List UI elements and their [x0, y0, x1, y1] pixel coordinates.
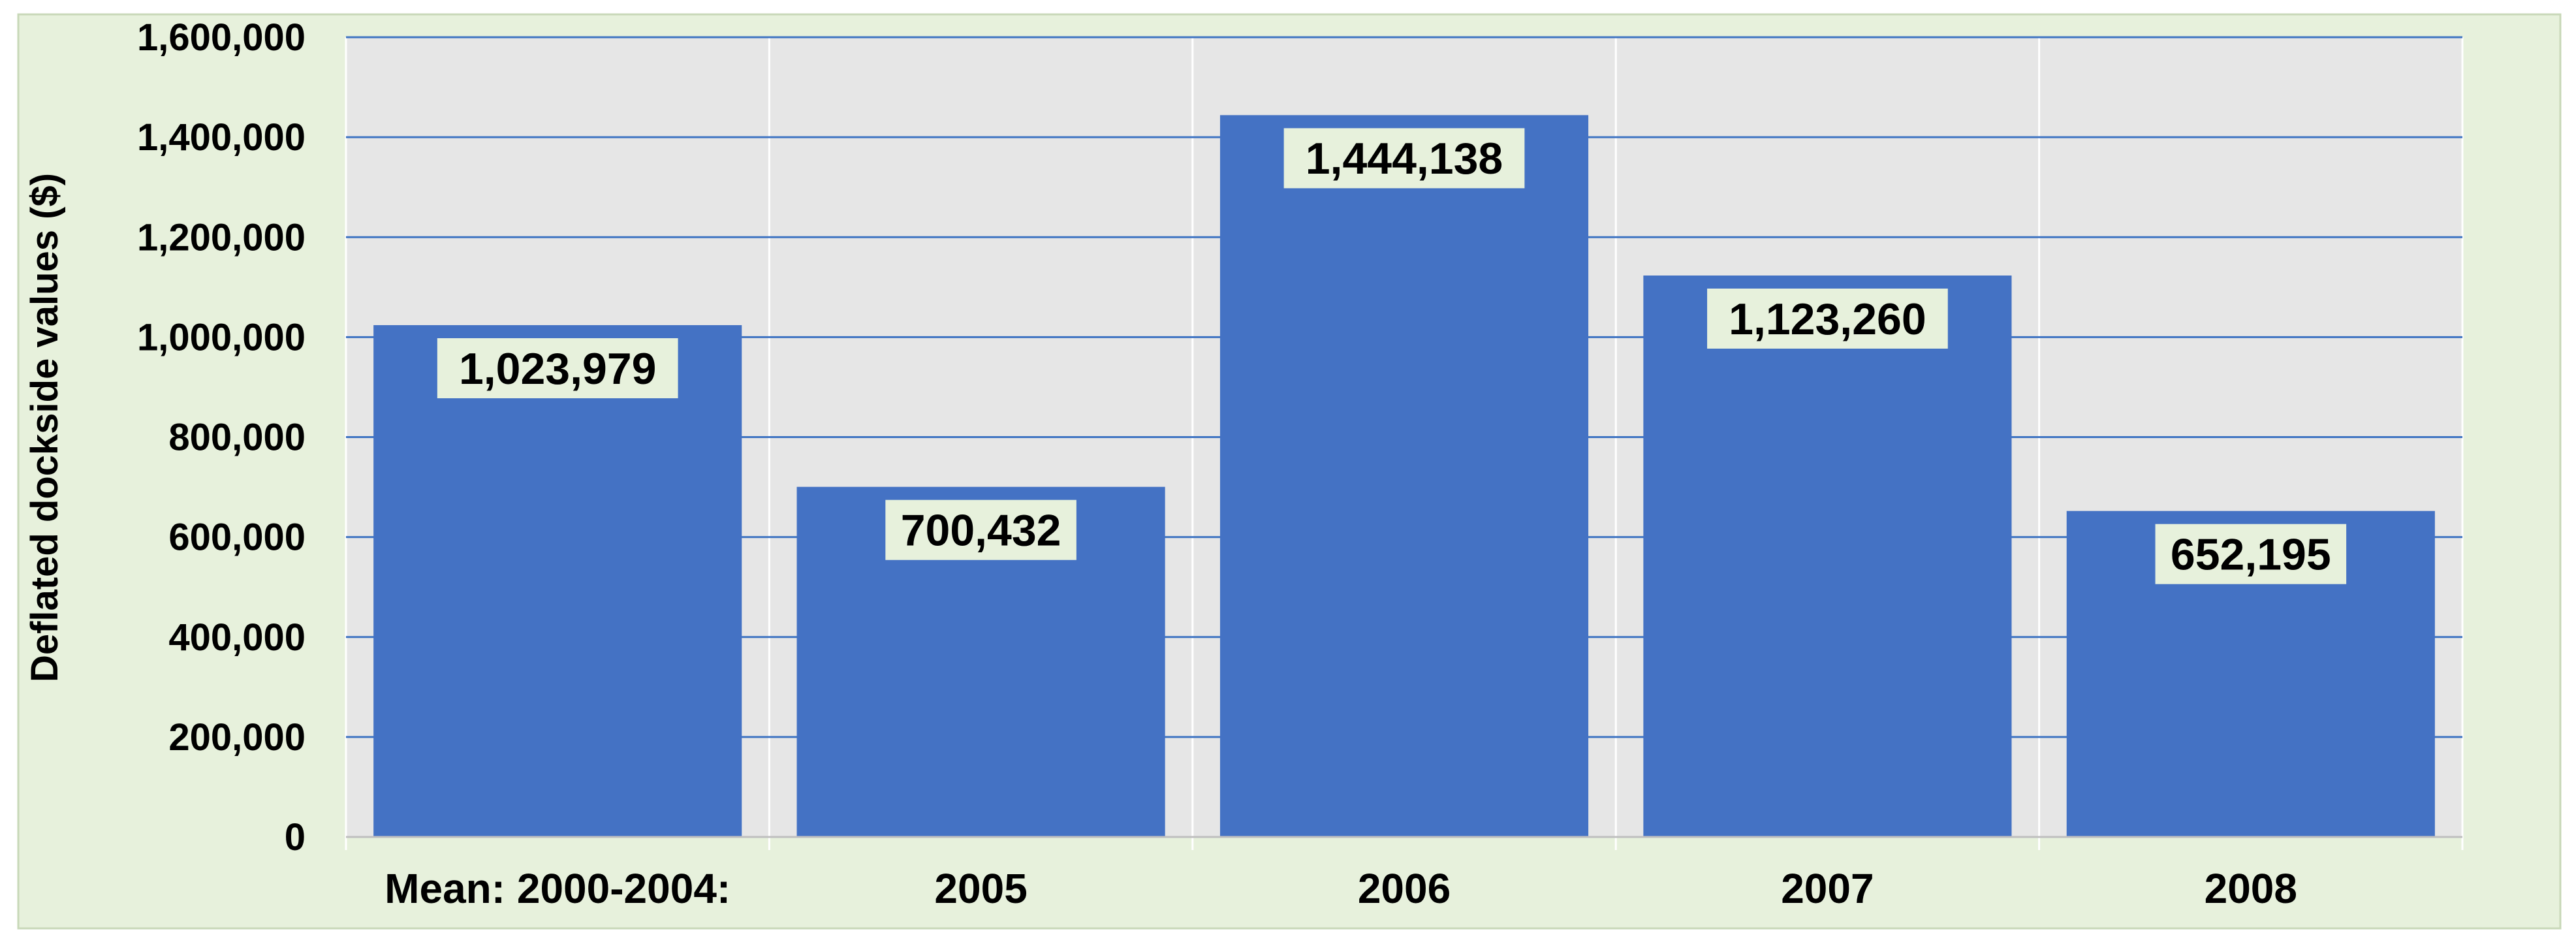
y-tick-label: 400,000: [168, 616, 306, 659]
bar: [373, 325, 742, 837]
x-tick-label: 2006: [1358, 865, 1451, 912]
data-label-text: 1,123,260: [1729, 294, 1926, 344]
x-tick-label: 2008: [2205, 865, 2297, 912]
data-label: 652,195: [2155, 524, 2347, 584]
data-label-box: [1283, 128, 1525, 189]
y-tick-label: 0: [285, 816, 306, 859]
data-label: 1,444,138: [1283, 128, 1525, 189]
y-axis-tick-labels: 0 200,000 400,000 600,000 800,000 1,000,000 1,…: [137, 16, 306, 859]
y-tick-label: 1,400,000: [137, 116, 306, 159]
bar: [1219, 115, 1589, 838]
x-tick-label: 2005: [934, 865, 1027, 912]
y-tick-label: 1,200,000: [137, 216, 306, 259]
bar: [1643, 276, 2012, 838]
data-label-text: 1,444,138: [1306, 134, 1503, 183]
data-label-text: 652,195: [2171, 529, 2331, 579]
data-label-box: [437, 338, 678, 399]
data-label-box: [1707, 289, 1948, 349]
y-tick-label: 800,000: [168, 417, 306, 459]
y-tick-label: 200,000: [168, 716, 306, 759]
data-label: 1,123,260: [1707, 289, 1948, 349]
data-label-box: [2155, 524, 2347, 584]
bars: [373, 115, 2435, 838]
data-label-text: 1,023,979: [459, 344, 657, 394]
x-tick-label: Mean: 2000-2004:: [385, 865, 730, 912]
data-label: 700,432: [885, 499, 1076, 560]
x-axis-tick-labels: Mean: 2000-2004: 2005 2006 2007 2008: [385, 865, 2297, 912]
x-tick-label: 2007: [1781, 865, 1874, 912]
y-tick-label: 1,600,000: [137, 16, 306, 59]
y-axis-title: Deflated dockside values ($): [24, 173, 66, 682]
vertical-gridlines: [345, 37, 2464, 850]
y-tick-label: 600,000: [168, 516, 306, 559]
y-tick-label: 1,000,000: [137, 316, 306, 358]
data-labels: 1,023,979 700,432 1,444,138 1,123,260 652,19…: [437, 128, 2347, 584]
data-label-box: [885, 499, 1076, 560]
data-label-text: 700,432: [901, 506, 1061, 556]
data-label: 1,023,979: [437, 338, 678, 399]
